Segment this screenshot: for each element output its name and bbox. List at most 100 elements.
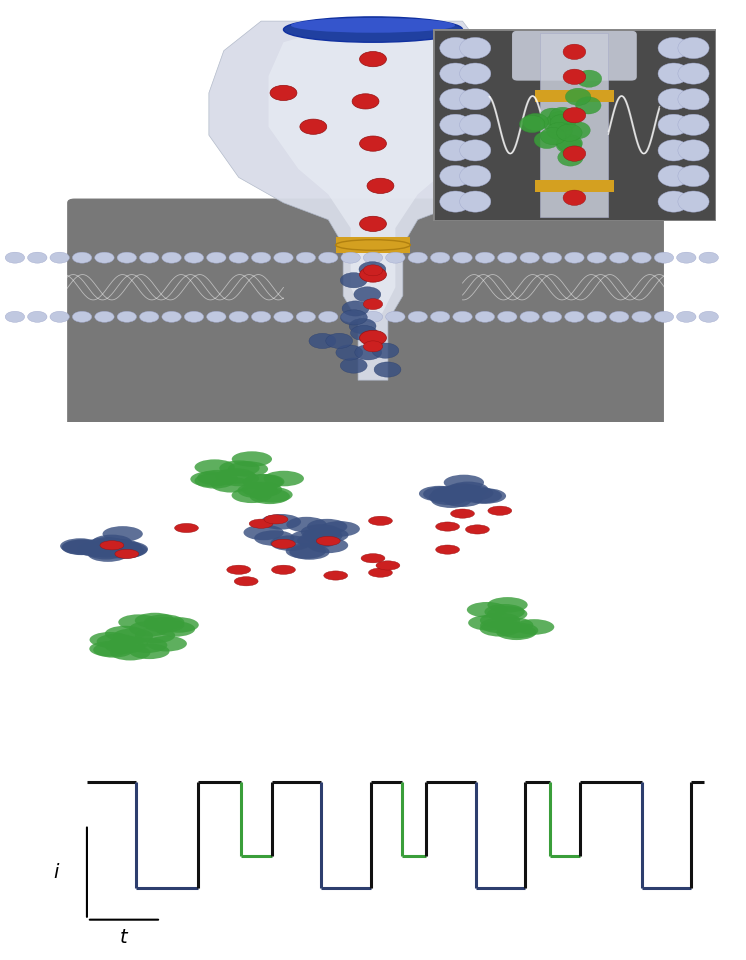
Circle shape	[242, 482, 282, 497]
Circle shape	[468, 615, 509, 631]
Circle shape	[232, 451, 272, 467]
Circle shape	[376, 561, 400, 570]
Circle shape	[431, 492, 471, 508]
Circle shape	[448, 482, 489, 497]
Circle shape	[228, 461, 268, 477]
Circle shape	[543, 115, 568, 132]
Bar	[535, 90, 614, 102]
Circle shape	[50, 311, 69, 323]
Circle shape	[542, 252, 562, 263]
Circle shape	[195, 473, 235, 489]
Circle shape	[229, 311, 248, 323]
Circle shape	[60, 539, 101, 554]
Circle shape	[254, 530, 295, 546]
Circle shape	[460, 88, 491, 109]
Circle shape	[475, 311, 495, 323]
Circle shape	[658, 88, 689, 109]
Circle shape	[144, 614, 184, 630]
Circle shape	[369, 516, 392, 525]
Circle shape	[270, 536, 310, 551]
Circle shape	[286, 543, 326, 559]
Circle shape	[542, 311, 562, 323]
Circle shape	[117, 252, 137, 263]
Circle shape	[211, 477, 251, 492]
FancyBboxPatch shape	[512, 31, 637, 81]
Circle shape	[658, 191, 689, 212]
Circle shape	[677, 252, 696, 263]
Circle shape	[419, 486, 460, 501]
Circle shape	[439, 63, 471, 84]
Circle shape	[514, 619, 554, 635]
Circle shape	[487, 597, 527, 612]
Circle shape	[207, 311, 226, 323]
Circle shape	[563, 146, 586, 161]
Circle shape	[316, 537, 340, 545]
Circle shape	[587, 252, 606, 263]
FancyBboxPatch shape	[67, 199, 664, 426]
Bar	[535, 180, 614, 192]
Circle shape	[557, 134, 583, 152]
Circle shape	[361, 554, 385, 563]
Circle shape	[632, 252, 651, 263]
Circle shape	[699, 311, 718, 323]
Circle shape	[251, 311, 271, 323]
Circle shape	[677, 311, 696, 323]
Ellipse shape	[336, 240, 410, 251]
Circle shape	[336, 345, 363, 360]
Circle shape	[462, 488, 502, 504]
Circle shape	[249, 519, 273, 528]
Circle shape	[430, 311, 450, 323]
Circle shape	[297, 533, 337, 548]
Circle shape	[352, 94, 379, 109]
Circle shape	[658, 114, 689, 135]
Circle shape	[90, 632, 130, 648]
Circle shape	[90, 641, 130, 657]
Circle shape	[216, 468, 256, 484]
Circle shape	[252, 487, 292, 502]
Circle shape	[289, 544, 330, 560]
Circle shape	[61, 540, 101, 555]
Polygon shape	[540, 33, 609, 217]
Circle shape	[632, 311, 651, 323]
Circle shape	[498, 623, 539, 638]
Circle shape	[100, 540, 124, 550]
Circle shape	[50, 252, 69, 263]
Circle shape	[372, 343, 399, 358]
Circle shape	[369, 568, 392, 577]
Circle shape	[63, 540, 103, 555]
Circle shape	[439, 37, 471, 59]
Circle shape	[436, 522, 460, 531]
Circle shape	[678, 140, 709, 161]
Circle shape	[97, 634, 137, 649]
Circle shape	[431, 486, 471, 502]
Circle shape	[408, 252, 427, 263]
Circle shape	[460, 140, 491, 161]
Circle shape	[367, 179, 394, 194]
Circle shape	[363, 299, 383, 310]
Circle shape	[207, 252, 226, 263]
Circle shape	[243, 525, 283, 540]
Circle shape	[140, 311, 159, 323]
Circle shape	[548, 111, 573, 129]
Circle shape	[231, 488, 272, 503]
Circle shape	[237, 483, 278, 498]
Circle shape	[129, 621, 169, 636]
Circle shape	[101, 540, 142, 555]
Circle shape	[302, 528, 342, 543]
Circle shape	[442, 484, 483, 499]
Circle shape	[609, 311, 629, 323]
Circle shape	[678, 37, 709, 59]
Circle shape	[658, 140, 689, 161]
Circle shape	[147, 636, 187, 652]
Circle shape	[107, 542, 147, 558]
Circle shape	[428, 490, 468, 505]
Circle shape	[523, 113, 548, 131]
Circle shape	[135, 612, 175, 628]
Circle shape	[219, 470, 259, 487]
Circle shape	[274, 252, 293, 263]
Circle shape	[104, 638, 145, 654]
Circle shape	[408, 311, 427, 323]
Circle shape	[363, 311, 383, 323]
Circle shape	[460, 63, 491, 84]
Circle shape	[263, 470, 304, 487]
